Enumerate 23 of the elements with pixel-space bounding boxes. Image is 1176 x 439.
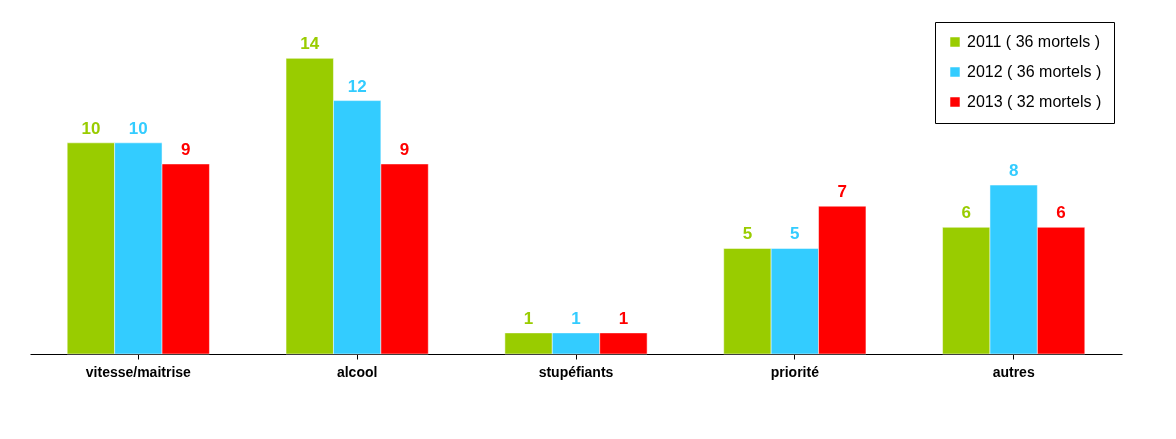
data-label: 1 (618, 308, 629, 328)
legend-label: 2012 ( 36 mortels ) (967, 63, 1102, 80)
x-tick-label: stupéfiants (538, 363, 614, 380)
x-tick-label: priorité (770, 363, 820, 380)
data-label: 6 (961, 203, 971, 223)
data-label: 5 (742, 224, 753, 244)
data-label: 10 (128, 118, 148, 138)
data-label: 9 (399, 139, 410, 159)
data-label: 8 (1008, 161, 1019, 181)
legend-label: 2011 ( 36 mortels ) (967, 33, 1101, 50)
data-label: 1 (523, 308, 534, 328)
data-label: 7 (837, 182, 847, 202)
x-tick-label: vitesse/maitrise (85, 363, 192, 380)
legend-label: 2013 ( 32 mortels ) (967, 93, 1102, 110)
data-label: 14 (300, 34, 320, 54)
x-tick-label: alcool (336, 363, 378, 380)
data-label: 5 (790, 224, 800, 244)
data-label: 1 (571, 308, 581, 328)
data-label: 12 (347, 76, 367, 96)
x-tick-label: autres (992, 363, 1035, 380)
data-label: 6 (1056, 203, 1066, 223)
data-label: 9 (181, 139, 191, 159)
data-label: 10 (81, 118, 101, 138)
